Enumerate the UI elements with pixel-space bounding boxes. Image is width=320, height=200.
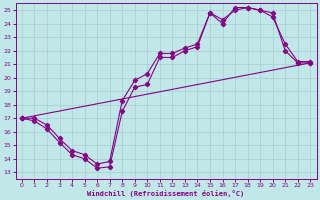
X-axis label: Windchill (Refroidissement éolien,°C): Windchill (Refroidissement éolien,°C) [87,190,245,197]
